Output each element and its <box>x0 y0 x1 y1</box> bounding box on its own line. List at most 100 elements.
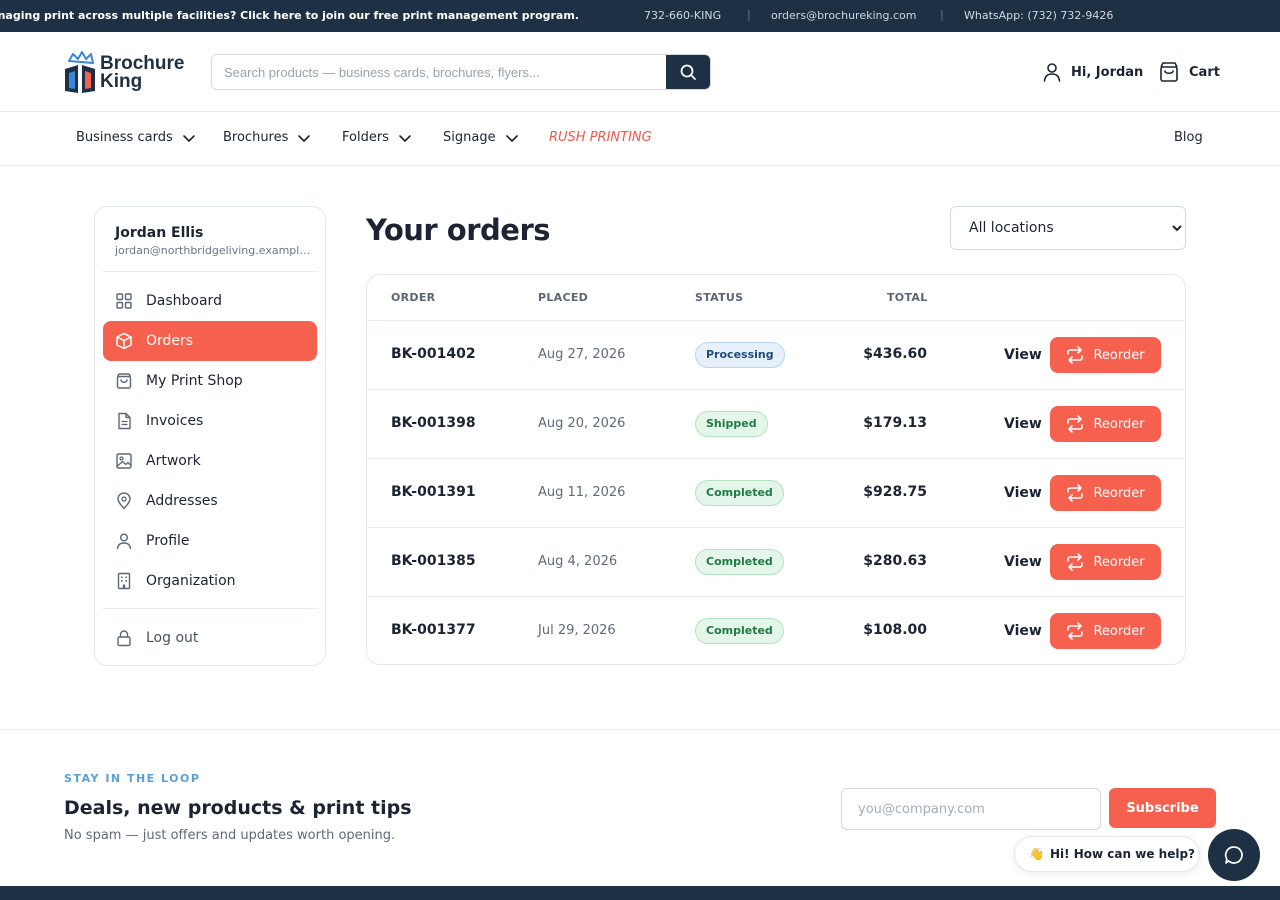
column-header-order: ORDER <box>391 291 436 304</box>
order-id[interactable]: BK-001398 <box>391 415 476 431</box>
sidebar-item-addresses[interactable]: Addresses <box>103 481 317 521</box>
table-row: BK-001398 Aug 20, 2026 Shipped $179.13 V… <box>367 389 1185 458</box>
promo-text[interactable]: Managing print across multiple facilitie… <box>0 9 579 22</box>
order-date: Aug 4, 2026 <box>538 554 618 569</box>
chat-greeting-text: Hi! How can we help? <box>1049 847 1195 861</box>
order-total: $436.60 <box>863 346 927 362</box>
chevron-down-icon <box>505 134 518 142</box>
reorder-label: Reorder <box>1093 623 1145 639</box>
reorder-button[interactable]: Reorder <box>1050 613 1161 649</box>
table-row: BK-001402 Aug 27, 2026 Processing $436.6… <box>367 320 1185 389</box>
user-icon <box>1043 63 1061 82</box>
order-id[interactable]: BK-001402 <box>391 346 476 362</box>
newsletter-email-input[interactable] <box>841 788 1101 830</box>
order-id[interactable]: BK-001377 <box>391 622 476 638</box>
main-nav: Business cards Brochures Folders Signage… <box>0 112 1280 166</box>
order-total: $179.13 <box>863 415 927 431</box>
nav-blog[interactable]: Blog <box>1174 130 1203 145</box>
nav-folders[interactable]: Folders <box>342 130 412 145</box>
newsletter-subtitle: No spam — just offers and updates worth … <box>64 828 396 843</box>
sidebar-item-orders[interactable]: Orders <box>103 321 317 361</box>
promo-link[interactable]: Managing print across multiple facilitie… <box>0 0 585 32</box>
sidebar-item-dashboard[interactable]: Dashboard <box>103 281 317 321</box>
sidebar-item-label: Invoices <box>146 413 204 429</box>
announcement-bar: Managing print across multiple facilitie… <box>0 0 1280 32</box>
repeat-icon <box>1067 415 1084 433</box>
view-button[interactable]: View <box>1004 416 1042 432</box>
search-input[interactable] <box>212 55 667 89</box>
order-id[interactable]: BK-001391 <box>391 484 476 500</box>
sidebar-item-label: Orders <box>146 333 194 349</box>
reorder-button[interactable]: Reorder <box>1050 544 1161 580</box>
nav-label: Business cards <box>76 130 173 145</box>
cart-label: Cart <box>1189 64 1220 80</box>
page-title: Your orders <box>366 213 551 247</box>
nav-brochures[interactable]: Brochures <box>223 130 311 145</box>
repeat-icon <box>1067 553 1084 571</box>
divider <box>103 271 318 272</box>
logo[interactable]: Brochure King <box>63 51 188 95</box>
whatsapp-link[interactable]: WhatsApp: (732) 732-9426 <box>964 9 1114 22</box>
nav-label: Folders <box>342 130 389 145</box>
email-link[interactable]: orders@brochureking.com <box>771 9 917 22</box>
order-id[interactable]: BK-001385 <box>391 553 476 569</box>
subscribe-button[interactable]: Subscribe <box>1109 788 1216 828</box>
sidebar-item-my-print-shop[interactable]: My Print Shop <box>103 361 317 401</box>
view-button[interactable]: View <box>1004 485 1042 501</box>
building-icon <box>117 572 131 590</box>
nav-label: Signage <box>443 130 496 145</box>
view-button[interactable]: View <box>1004 554 1042 570</box>
lock-icon <box>117 630 131 647</box>
reorder-button[interactable]: Reorder <box>1050 337 1161 373</box>
account-link[interactable]: Hi, Jordan <box>1042 60 1143 84</box>
chat-bubble-icon <box>1224 846 1243 864</box>
document-icon <box>118 412 131 430</box>
separator: | <box>940 8 944 21</box>
sidebar-item-invoices[interactable]: Invoices <box>103 401 317 441</box>
repeat-icon <box>1067 346 1084 364</box>
column-header-status: STATUS <box>695 291 744 304</box>
phone-link[interactable]: 732-660-KING <box>644 9 722 22</box>
shopping-bag-icon <box>116 373 132 389</box>
reorder-button[interactable]: Reorder <box>1050 475 1161 511</box>
account-label: Hi, Jordan <box>1071 64 1144 80</box>
reorder-button[interactable]: Reorder <box>1050 406 1161 442</box>
order-total: $108.00 <box>863 622 927 638</box>
chevron-down-icon <box>182 134 195 142</box>
search-button[interactable] <box>666 55 710 89</box>
sidebar-item-label: Dashboard <box>146 293 222 309</box>
map-pin-icon <box>117 492 131 510</box>
repeat-icon <box>1067 484 1084 502</box>
order-date: Jul 29, 2026 <box>538 623 616 638</box>
chat-greeting-bubble[interactable]: 👋 Hi! How can we help? <box>1014 836 1200 872</box>
chat-launcher-button[interactable] <box>1208 829 1260 881</box>
reorder-label: Reorder <box>1093 485 1145 501</box>
nav-rush-printing[interactable]: RUSH PRINTING <box>549 130 652 145</box>
sidebar-item-label: Addresses <box>146 493 218 509</box>
logout-button[interactable]: Log out <box>103 618 317 658</box>
shopping-bag-icon <box>1160 62 1178 82</box>
nav-label: Brochures <box>223 130 289 145</box>
order-total: $928.75 <box>863 484 927 500</box>
view-button[interactable]: View <box>1004 623 1042 639</box>
cart-link[interactable]: Cart <box>1158 60 1220 84</box>
sidebar-item-artwork[interactable]: Artwork <box>103 441 317 481</box>
status-badge: Processing <box>695 342 785 368</box>
sidebar-item-label: My Print Shop <box>146 373 243 389</box>
nav-signage[interactable]: Signage <box>443 130 519 145</box>
box-icon <box>116 332 132 350</box>
orders-table: ORDER PLACED STATUS TOTAL BK-001402 Aug … <box>366 274 1186 665</box>
view-button[interactable]: View <box>1004 347 1042 363</box>
location-filter-select[interactable]: All locations <box>950 206 1186 250</box>
sidebar-item-organization[interactable]: Organization <box>103 561 317 601</box>
footer-bar <box>0 886 1280 900</box>
status-badge: Completed <box>695 618 784 644</box>
status-badge: Completed <box>695 480 784 506</box>
nav-business-cards[interactable]: Business cards <box>76 130 196 145</box>
status-badge: Shipped <box>695 411 768 437</box>
image-icon <box>116 453 132 469</box>
sidebar-item-profile[interactable]: Profile <box>103 521 317 561</box>
sidebar-item-label: Organization <box>146 573 236 589</box>
newsletter-section: STAY IN THE LOOP Deals, new products & p… <box>0 729 1280 886</box>
